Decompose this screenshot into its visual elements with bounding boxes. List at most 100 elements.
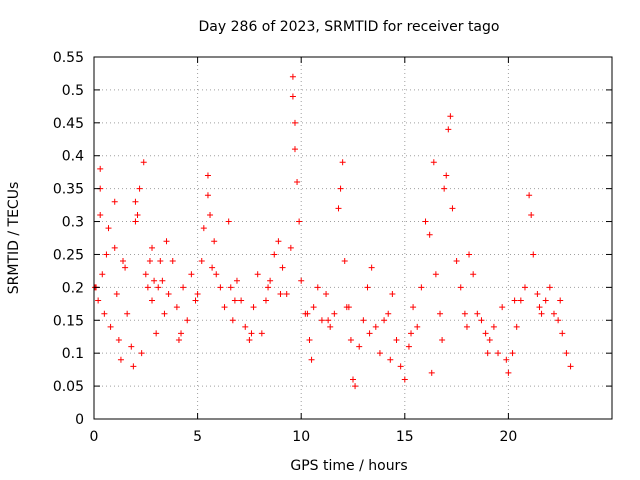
data-point	[557, 297, 564, 304]
data-point	[289, 93, 296, 100]
data-point	[213, 271, 220, 278]
data-point	[128, 343, 135, 350]
data-point	[387, 356, 394, 363]
data-point	[279, 264, 286, 271]
data-point	[188, 271, 195, 278]
data-point	[426, 231, 433, 238]
data-point	[509, 350, 516, 357]
data-point	[385, 310, 392, 317]
data-point	[356, 343, 363, 350]
data-point	[99, 271, 106, 278]
data-point	[153, 330, 160, 337]
data-point	[275, 238, 282, 245]
data-point	[534, 290, 541, 297]
data-point	[130, 363, 137, 370]
data-point	[207, 211, 214, 218]
data-point	[331, 310, 338, 317]
data-point	[517, 297, 524, 304]
data-point	[107, 323, 114, 330]
y-tick-label: 0.45	[53, 116, 84, 132]
data-point	[97, 211, 104, 218]
data-point	[144, 284, 151, 291]
data-point	[225, 218, 232, 225]
y-tick-label: 0.1	[62, 346, 84, 362]
data-point	[211, 238, 218, 245]
data-point	[439, 337, 446, 344]
data-point	[393, 337, 400, 344]
data-point	[192, 297, 199, 304]
data-point	[318, 317, 325, 324]
x-tick-label: 20	[499, 429, 517, 445]
data-point	[360, 317, 367, 324]
data-point	[310, 304, 317, 311]
grid-layer	[94, 57, 612, 419]
data-point	[528, 211, 535, 218]
data-point	[142, 271, 149, 278]
data-point	[169, 258, 176, 265]
data-point	[95, 297, 102, 304]
data-point	[484, 350, 491, 357]
data-point	[221, 304, 228, 311]
data-point	[242, 323, 249, 330]
data-point	[314, 284, 321, 291]
data-point	[291, 119, 298, 126]
data-point	[165, 290, 172, 297]
data-point	[441, 185, 448, 192]
data-point	[149, 244, 156, 251]
data-point	[146, 258, 153, 265]
data-point	[287, 244, 294, 251]
data-point	[432, 271, 439, 278]
data-point	[337, 185, 344, 192]
data-point	[486, 337, 493, 344]
data-point	[482, 330, 489, 337]
data-point	[422, 218, 429, 225]
y-tick-label: 0.25	[53, 247, 84, 263]
data-point	[155, 284, 162, 291]
data-point	[250, 304, 257, 311]
data-point	[327, 323, 334, 330]
data-point	[136, 185, 143, 192]
data-point	[495, 350, 502, 357]
data-point	[194, 290, 201, 297]
y-tick-label: 0.2	[62, 280, 84, 296]
data-point	[381, 317, 388, 324]
data-point	[341, 258, 348, 265]
data-point	[499, 304, 506, 311]
plot-frame	[93, 56, 613, 420]
data-point	[163, 238, 170, 245]
data-point	[345, 304, 352, 311]
data-point	[111, 198, 118, 205]
data-point	[443, 172, 450, 179]
data-point	[470, 271, 477, 278]
data-point	[511, 297, 518, 304]
data-point	[103, 251, 110, 258]
data-point	[536, 304, 543, 311]
data-point	[376, 350, 383, 357]
data-point	[503, 356, 510, 363]
data-point	[335, 205, 342, 212]
data-point	[124, 310, 131, 317]
data-point	[298, 277, 305, 284]
data-point	[111, 244, 118, 251]
chart-title: Day 286 of 2023, SRMTID for receiver tag…	[199, 19, 500, 35]
data-point	[296, 218, 303, 225]
data-point	[521, 284, 528, 291]
data-point	[457, 284, 464, 291]
data-point	[248, 330, 255, 337]
y-tick-label: 0	[75, 412, 84, 428]
data-points	[92, 73, 574, 390]
data-point	[178, 330, 185, 337]
data-point	[364, 284, 371, 291]
data-point	[555, 317, 562, 324]
data-point	[122, 264, 129, 271]
data-point	[227, 284, 234, 291]
data-point	[401, 376, 408, 383]
data-point	[430, 159, 437, 166]
data-point	[449, 205, 456, 212]
data-point	[132, 198, 139, 205]
y-tick-label: 0.05	[53, 379, 84, 395]
data-point	[445, 126, 452, 133]
data-point	[513, 323, 520, 330]
